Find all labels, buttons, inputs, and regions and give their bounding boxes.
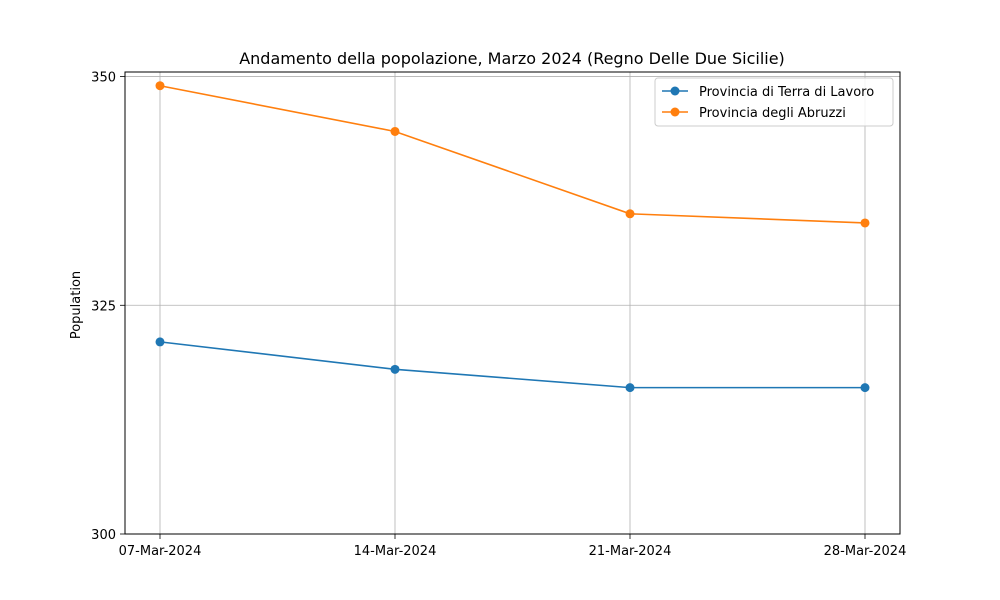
- legend-label: Provincia degli Abruzzi: [699, 106, 846, 121]
- y-tick-label: 325: [91, 299, 116, 314]
- data-point: [390, 126, 400, 136]
- y-tick-label: 300: [91, 528, 116, 543]
- chart-title: Andamento della popolazione, Marzo 2024 …: [239, 49, 785, 68]
- series-line: [159, 341, 865, 389]
- data-point: [390, 364, 400, 374]
- legend-swatch-marker: [670, 86, 680, 96]
- x-tick-label: 21-Mar-2024: [589, 544, 672, 559]
- x-tick-label: 14-Mar-2024: [354, 544, 437, 559]
- y-tick-label: 350: [91, 71, 116, 86]
- data-point: [860, 383, 870, 393]
- legend-swatch-marker: [670, 107, 680, 117]
- x-tick-label: 07-Mar-2024: [119, 544, 202, 559]
- data-point: [625, 383, 635, 393]
- x-tick-label: 28-Mar-2024: [824, 544, 907, 559]
- data-point: [625, 209, 635, 219]
- plot-frame: [124, 71, 901, 535]
- data-point: [155, 81, 165, 91]
- grid-lines: [125, 72, 900, 535]
- y-axis-label: Population: [69, 271, 84, 339]
- series-lines: [155, 81, 870, 393]
- legend-label: Provincia di Terra di Lavoro: [699, 85, 874, 100]
- data-point: [155, 337, 165, 347]
- axis-ticks: 07-Mar-2024 14-Mar-2024 21-Mar-2024 28-Mar-…: [91, 71, 906, 559]
- legend: Provincia di Terra di Lavoro Provincia de…: [654, 77, 894, 127]
- data-point: [860, 218, 870, 228]
- legend-box: [654, 77, 894, 127]
- series-line: [159, 84, 866, 224]
